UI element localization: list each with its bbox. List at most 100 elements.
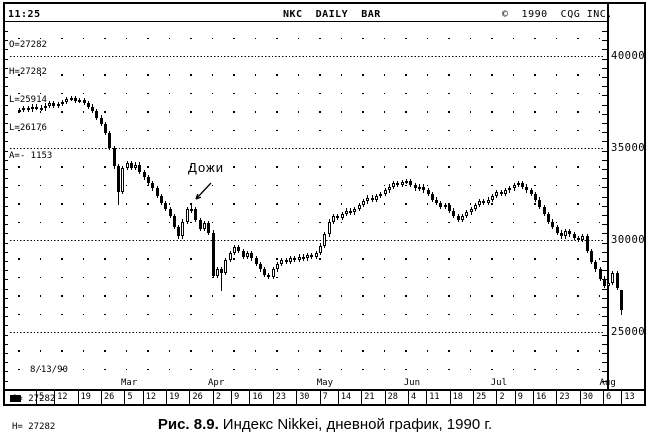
candle-body [301, 256, 305, 259]
grid-dot [426, 92, 428, 95]
grid-dot [233, 258, 235, 260]
grid-dot [125, 313, 127, 316]
candle-body [602, 278, 606, 286]
grid-dot [340, 313, 342, 316]
x-axis-date-label: 19 [169, 391, 180, 402]
x-axis-date-label: 5 [127, 391, 133, 402]
grid-dot [512, 350, 514, 352]
grid-dot [577, 111, 579, 113]
grid-dot [254, 276, 256, 279]
grid-dot [211, 295, 213, 297]
grid-dot [125, 111, 127, 113]
grid-dot [362, 350, 364, 352]
grid-dot [512, 313, 514, 316]
grid-dot [104, 276, 106, 279]
grid-dot [297, 129, 299, 132]
grid-dot [405, 368, 407, 371]
grid-dot [405, 166, 407, 168]
grid-dot [276, 368, 278, 371]
y-axis-tick-right [602, 242, 607, 244]
grid-dot [405, 37, 407, 40]
clock-time: 11:25 [8, 9, 41, 20]
candle-body [323, 234, 327, 246]
grid-dot [190, 258, 192, 260]
grid-dot [168, 221, 170, 224]
month-label: Apr [208, 378, 225, 388]
grid-dot [254, 184, 256, 187]
grid-dot [577, 350, 579, 352]
x-axis-cell: 2 [496, 390, 514, 405]
grid-dot [577, 203, 579, 205]
grid-dot [469, 368, 471, 371]
candle-body [392, 182, 396, 187]
quote-line-high: H=27282 [9, 67, 47, 78]
grid-dot [18, 92, 20, 95]
grid-dot [276, 350, 278, 352]
y-axis-label: 30000 [611, 234, 646, 246]
grid-dot [211, 368, 213, 371]
x-axis-date-label: 6 [606, 391, 612, 402]
y-axis-tick-left [4, 40, 8, 42]
grid-dot [340, 166, 342, 168]
grid-dot [297, 74, 299, 76]
candle-body [473, 205, 477, 209]
grid-dot [39, 258, 41, 260]
chart-frame [3, 2, 646, 406]
grid-dot [147, 166, 149, 168]
grid-dot [491, 203, 493, 205]
grid-dot [190, 350, 192, 352]
y-axis-tick-left [4, 261, 8, 262]
grid-dot [340, 368, 342, 371]
grid-dot [190, 203, 192, 205]
grid-dot [190, 37, 192, 40]
grid-dot [340, 37, 342, 40]
grid-dot [125, 258, 127, 260]
grid-dot [39, 295, 41, 297]
candle-body [134, 164, 138, 169]
y-axis-tick-left [4, 196, 8, 198]
grid-dot [448, 350, 450, 352]
candle-body [181, 221, 185, 237]
grid-dot [61, 166, 63, 168]
header-divider [4, 20, 608, 22]
y-axis-tick-left [4, 316, 8, 318]
grid-dot [469, 166, 471, 168]
caption-figure-label: Рис. 8.9. [157, 416, 219, 433]
candle-body [443, 205, 447, 208]
grid-dot [469, 221, 471, 224]
y-axis-tick-left [4, 141, 8, 143]
grid-dot [39, 221, 41, 224]
grid-dot [598, 74, 600, 76]
y-axis-tick-left [4, 113, 8, 115]
x-axis-cell: 11 [426, 390, 449, 405]
grid-dot [362, 313, 364, 316]
major-gridline [10, 332, 605, 333]
grid-dot [426, 74, 428, 76]
grid-dot [297, 37, 299, 40]
grid-dot [362, 368, 364, 371]
candle-body [559, 232, 563, 237]
y-axis-tick-right [602, 251, 607, 253]
x-axis-date-label: 16 [252, 391, 263, 402]
grid-dot [555, 184, 557, 187]
grid-dot [512, 276, 514, 279]
grid-dot [39, 111, 41, 113]
candle-body [417, 186, 421, 189]
candle-body [379, 194, 383, 196]
grid-dot [426, 37, 428, 40]
candle-body [263, 269, 267, 275]
grid-dot [168, 111, 170, 113]
candle-body [607, 283, 611, 286]
grid-dot [405, 350, 407, 352]
grid-dot [18, 258, 20, 260]
grid-dot [319, 203, 321, 205]
candle-body [589, 251, 593, 263]
grid-dot [426, 111, 428, 113]
grid-dot [104, 295, 106, 297]
candle-body [499, 192, 503, 195]
candle-body [478, 201, 482, 206]
grid-dot [319, 92, 321, 95]
candle-body [598, 269, 602, 279]
grid-dot [555, 368, 557, 371]
